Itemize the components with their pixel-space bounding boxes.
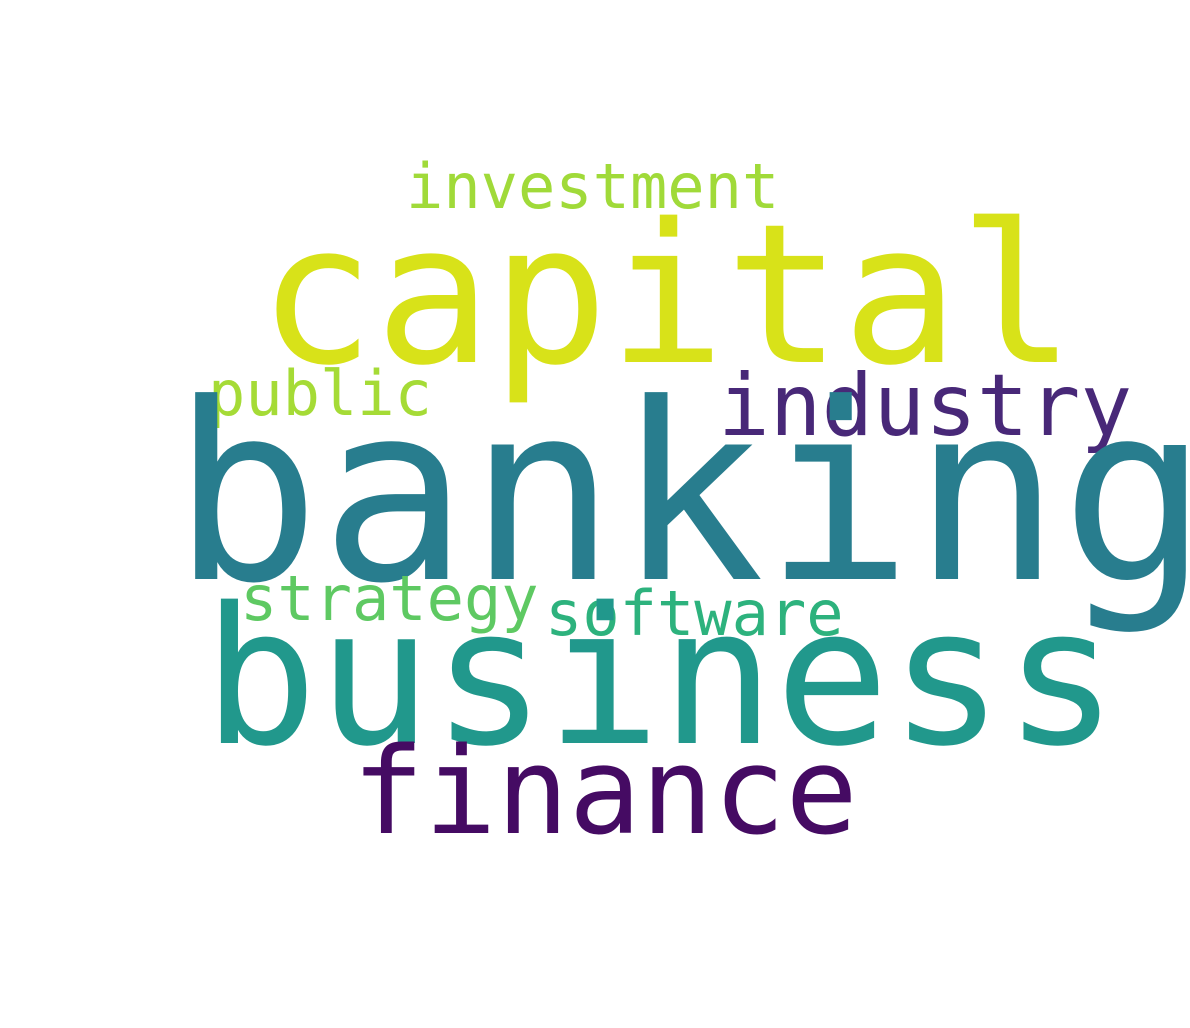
word-software: software [545,577,844,650]
word-public: public [208,357,432,430]
word-investment: investment [406,150,780,223]
word-industry: industry [718,356,1133,456]
word-strategy: strategy [240,562,539,635]
word-finance: finance [352,723,858,862]
word-capital: capital [258,182,1076,408]
word-business: business [203,567,1119,788]
word-banking: banking [172,352,1190,638]
